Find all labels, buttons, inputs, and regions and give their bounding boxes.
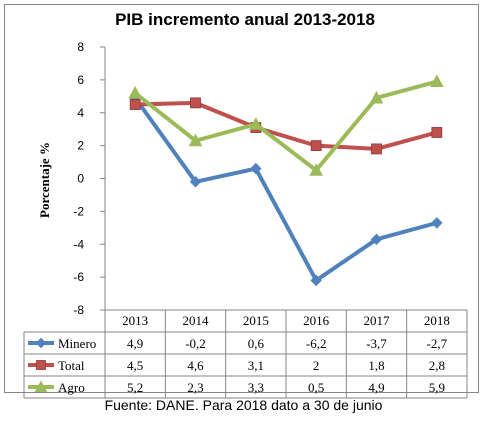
y-tick-label: 8	[77, 40, 84, 54]
data-point-total	[431, 127, 443, 138]
table-cell-value: 4,5	[127, 358, 143, 373]
table-cell-value: 2,8	[429, 358, 445, 373]
x-tick-label: 2016	[303, 313, 330, 328]
y-tick-label: -4	[73, 237, 84, 251]
y-axis-label: Porcentaje %	[37, 142, 52, 218]
data-point-agro	[309, 163, 324, 176]
x-tick-label: 2018	[424, 313, 450, 328]
series-layer	[128, 74, 444, 287]
data-point-total	[310, 140, 322, 152]
data-point-minero	[431, 217, 443, 229]
table-cell-value: 0,6	[248, 336, 265, 351]
table-cell-value: -6,2	[306, 336, 327, 351]
y-tick-label: -6	[73, 270, 84, 284]
y-tick-label: -8	[73, 303, 84, 317]
legend-label-total: Total	[58, 358, 85, 373]
series-line-minero	[133, 95, 439, 283]
source-note: Fuente: DANE. Para 2018 dato a 30 de jun…	[104, 397, 383, 413]
data-point-agro	[429, 74, 444, 88]
series-line-agro	[133, 79, 439, 173]
table-cell-value: 2	[313, 358, 320, 373]
table-cell-value: 4,9	[127, 336, 143, 351]
data-point-agro	[369, 90, 384, 104]
legend-label-agro: Agro	[58, 380, 85, 395]
y-tick-label: -2	[73, 204, 84, 218]
data-point-total	[190, 97, 201, 109]
data-point-minero	[250, 162, 262, 175]
table-cell-value: 0,5	[308, 380, 324, 395]
y-tick-label: 6	[77, 73, 84, 87]
y-tick-label: 4	[77, 106, 84, 120]
y-tick-label: 0	[77, 172, 84, 186]
legend-key-marker-agro	[34, 380, 48, 392]
data-point-agro	[248, 117, 263, 130]
legend-key-marker-total	[36, 360, 46, 370]
data-point-minero	[310, 274, 322, 287]
table-cell-value: 3,1	[248, 358, 264, 373]
table-cell-value: 4,6	[187, 358, 204, 373]
data-point-total	[129, 99, 141, 110]
table-cell-value: 4,9	[368, 380, 384, 395]
data-point-agro	[188, 133, 203, 147]
chart-title: PIB incremento anual 2013-2018	[115, 10, 375, 29]
series-line-total	[133, 100, 439, 151]
x-tick-label: 2014	[183, 313, 210, 328]
table-cell-value: 5,2	[127, 380, 143, 395]
legend-label-minero: Minero	[58, 336, 96, 351]
data-table: 2013 2014 2015 2016 2017 2018 Minero 4,9 -0,2 0,6…	[23, 309, 468, 399]
x-tick-label: 2017	[364, 313, 391, 328]
axes: 8 6 4 2 0 -2 -4 -6 -8	[73, 40, 106, 317]
chart-frame	[4, 4, 479, 393]
table-cell-value: 2,3	[187, 380, 203, 395]
data-point-agro	[128, 85, 143, 99]
y-tick-label: 2	[77, 139, 84, 153]
legend-key-marker-minero	[35, 337, 47, 349]
table-cell-value: -3,7	[366, 336, 387, 351]
data-point-minero	[370, 233, 383, 246]
table-cell-value: -2,7	[427, 336, 448, 351]
x-tick-label: 2015	[243, 313, 269, 328]
data-point-total	[371, 143, 382, 155]
x-tick-label: 2013	[122, 313, 148, 328]
table-cell-value: 5,9	[429, 380, 445, 395]
data-point-minero	[189, 176, 202, 188]
table-cell-value: 1,8	[368, 358, 384, 373]
table-cell-value: -0,2	[185, 336, 206, 351]
table-cell-value: 3,3	[248, 380, 264, 395]
